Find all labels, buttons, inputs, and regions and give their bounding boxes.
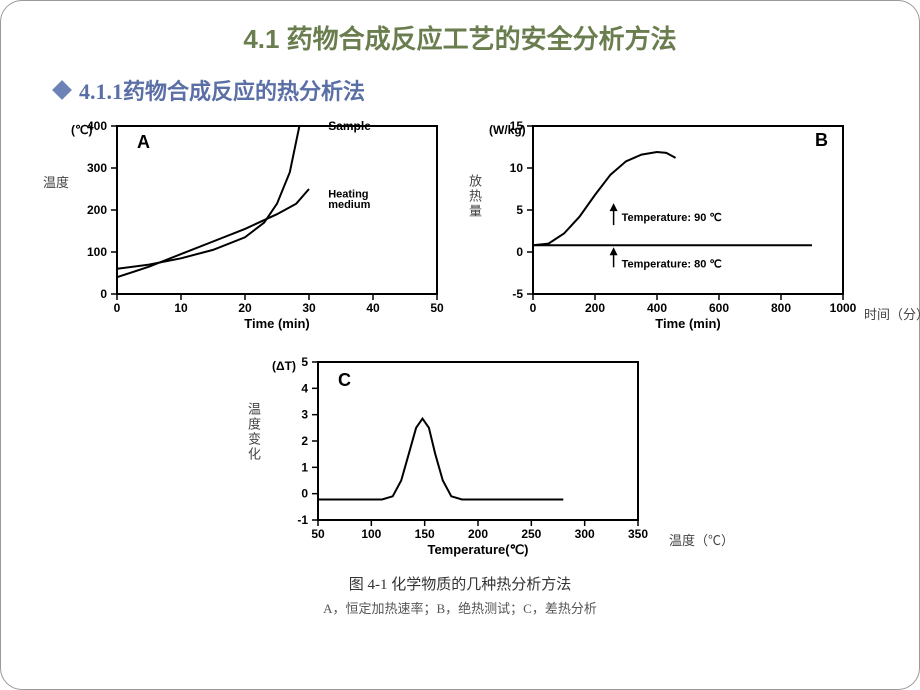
svg-text:250: 250 [521, 527, 541, 541]
svg-text:800: 800 [771, 301, 791, 315]
chart-b: 放热量 02004006008001000-5051015(W/kg)Time … [471, 114, 871, 344]
svg-text:0: 0 [301, 487, 308, 501]
svg-text:Time (min): Time (min) [244, 316, 310, 331]
svg-text:1000: 1000 [830, 301, 857, 315]
svg-text:0: 0 [114, 301, 121, 315]
chart-b-right-label: 时间（分） [864, 304, 920, 323]
chart-b-side-label: 放热量 [465, 174, 484, 219]
chart-a-side-label: 温度 [43, 172, 69, 191]
page-title: 4.1 药物合成反应工艺的安全分析方法 [1, 1, 919, 56]
svg-text:5: 5 [516, 203, 523, 217]
svg-text:1: 1 [301, 460, 308, 474]
chart-b-svg: 02004006008001000-5051015(W/kg)Time (min… [471, 114, 871, 339]
svg-text:300: 300 [575, 527, 595, 541]
svg-text:Temperature(℃): Temperature(℃) [427, 542, 528, 557]
svg-text:B: B [815, 130, 828, 150]
svg-text:10: 10 [174, 301, 188, 315]
svg-text:150: 150 [415, 527, 435, 541]
svg-text:-5: -5 [512, 287, 523, 301]
svg-text:2: 2 [301, 434, 308, 448]
figure-caption: 图 4-1 化学物质的几种热分析方法 [1, 573, 919, 594]
svg-text:50: 50 [430, 301, 444, 315]
charts-bottom-row: 温度变化 50 100 150 200 250 300 350 -1 0 1 2 3 4 5 (ΔT) Tem… [1, 352, 919, 567]
svg-text:(ΔT): (ΔT) [272, 359, 296, 373]
svg-text:40: 40 [366, 301, 380, 315]
chart-c-right-label: 温度（℃） [669, 530, 734, 549]
svg-text:Temperature: 90 ℃: Temperature: 90 ℃ [622, 212, 722, 224]
chart-c: 温度变化 50100150200250300350-1012345(ΔT)Tem… [250, 352, 670, 567]
svg-text:4: 4 [301, 381, 308, 395]
svg-text:Time (min): Time (min) [655, 316, 721, 331]
svg-text:(℃): (℃) [71, 123, 92, 137]
svg-text:100: 100 [361, 527, 381, 541]
charts-top-row: 温度 010203040500100200300400(℃)Time (min)… [19, 114, 901, 344]
svg-text:200: 200 [468, 527, 488, 541]
svg-text:10: 10 [510, 161, 524, 175]
svg-text:200: 200 [585, 301, 605, 315]
chart-c-svg: 50 100 150 200 250 300 350 -1 0 1 2 3 4 5 (ΔT) Temperat… [250, 352, 670, 562]
svg-text:(W/kg): (W/kg) [489, 123, 526, 137]
svg-text:C: C [338, 370, 351, 390]
svg-text:3: 3 [301, 408, 308, 422]
svg-text:A: A [137, 132, 150, 152]
svg-text:0: 0 [100, 287, 107, 301]
svg-text:5: 5 [301, 355, 308, 369]
section-subtitle: 4.1.1药物合成反应的热分析法 [79, 74, 365, 106]
svg-text:400: 400 [647, 301, 667, 315]
svg-text:350: 350 [628, 527, 648, 541]
slide-frame: 4.1 药物合成反应工艺的安全分析方法 4.1.1药物合成反应的热分析法 温度 … [0, 0, 920, 690]
chart-c-side-label: 温度变化 [244, 402, 263, 462]
svg-text:100: 100 [87, 245, 107, 259]
svg-text:300: 300 [87, 161, 107, 175]
chart-a: 温度 010203040500100200300400(℃)Time (min)… [49, 114, 459, 344]
svg-text:Sample: Sample [328, 119, 371, 133]
svg-text:30: 30 [302, 301, 316, 315]
svg-text:0: 0 [516, 245, 523, 259]
chart-a-svg: 010203040500100200300400(℃)Time (min)ASa… [49, 114, 459, 339]
subtitle-row: 4.1.1药物合成反应的热分析法 [55, 74, 919, 106]
svg-text:50: 50 [311, 527, 325, 541]
svg-text:200: 200 [87, 203, 107, 217]
diamond-bullet-icon [52, 80, 72, 100]
svg-text:-1: -1 [297, 513, 308, 527]
svg-text:0: 0 [530, 301, 537, 315]
svg-text:medium: medium [328, 199, 370, 211]
figure-subcaption: A，恒定加热速率；B，绝热测试；C，差热分析 [1, 598, 919, 617]
svg-text:600: 600 [709, 301, 729, 315]
svg-text:Temperature: 80 ℃: Temperature: 80 ℃ [622, 258, 722, 270]
svg-text:20: 20 [238, 301, 252, 315]
